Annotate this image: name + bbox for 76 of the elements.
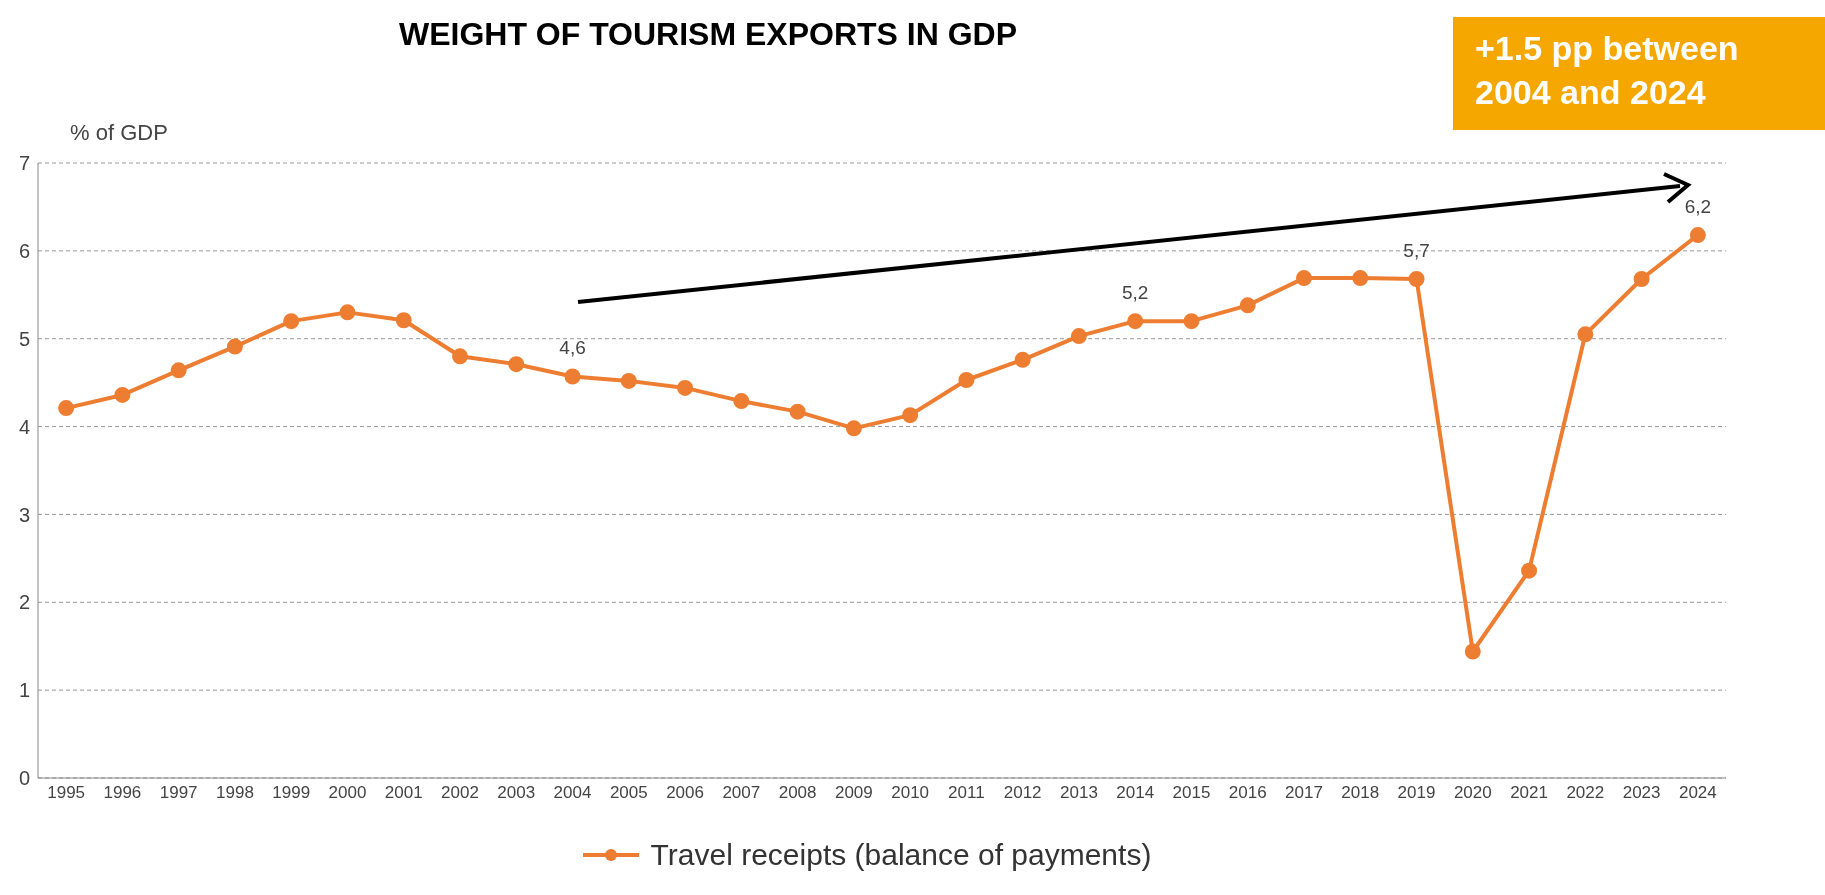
point — [1464, 643, 1481, 660]
chart-title: WEIGHT OF TOURISM EXPORTS IN GDP — [397, 16, 1019, 53]
point — [283, 313, 300, 330]
x-tick-label: 2024 — [1678, 783, 1717, 803]
data-label: 6,2 — [1684, 196, 1712, 218]
x-tick-label: 2023 — [1622, 783, 1661, 803]
x-tick-label: 1996 — [103, 783, 142, 803]
x-tick-label: 2001 — [384, 783, 423, 803]
y-axis-title: % of GDP — [70, 120, 168, 146]
x-tick-label: 2008 — [778, 783, 817, 803]
y-tick-label: 7 — [18, 152, 30, 175]
point — [508, 356, 525, 373]
x-tick-label: 2005 — [609, 783, 648, 803]
point — [170, 362, 187, 379]
legend-label: Travel receipts (balance of payments) — [650, 838, 1152, 872]
point — [733, 393, 750, 410]
point — [1070, 328, 1087, 345]
point — [1183, 313, 1200, 330]
x-tick-label: 1998 — [216, 783, 254, 803]
x-tick-label: 2007 — [722, 783, 761, 803]
x-tick-label: 2018 — [1341, 783, 1380, 803]
point — [1408, 270, 1425, 287]
point — [1633, 270, 1650, 287]
point — [1014, 351, 1031, 368]
point — [1296, 270, 1312, 287]
point — [1577, 326, 1594, 343]
point — [677, 379, 694, 396]
point — [902, 407, 919, 424]
text: +1.5 pp between 2004 and 2024 — [1453, 17, 1825, 130]
point — [452, 348, 468, 365]
data-label: 5,7 — [1403, 239, 1430, 261]
y-tick-label: 1 — [18, 679, 30, 702]
x-tick-label: 2012 — [1003, 783, 1042, 803]
data-label: 5,2 — [1121, 282, 1149, 304]
point — [226, 338, 243, 355]
y-tick-label: 5 — [18, 327, 30, 350]
x-tick-label: 2017 — [1285, 783, 1323, 803]
x-tick-label: 2019 — [1397, 783, 1436, 803]
x-tick-label: 2002 — [441, 783, 479, 803]
y-tick-label: 6 — [18, 239, 30, 262]
y-tick-label: 3 — [18, 503, 30, 526]
x-tick-label: 2004 — [553, 783, 592, 803]
x-tick-label: 2021 — [1510, 783, 1548, 803]
point — [1521, 562, 1538, 579]
point — [789, 403, 806, 420]
x-tick-label: 2000 — [328, 783, 367, 803]
x-tick-label: 2014 — [1116, 783, 1155, 803]
data-label: 4,6 — [559, 337, 586, 359]
point — [958, 372, 975, 389]
point — [1127, 313, 1144, 330]
x-tick-label: 2011 — [948, 783, 985, 803]
point — [339, 304, 356, 321]
x-tick-label: 2006 — [666, 783, 704, 803]
x-tick-label: 2013 — [1060, 783, 1098, 803]
x-tick-label: 1995 — [47, 783, 86, 803]
x-tick-label: 2016 — [1228, 783, 1267, 803]
y-tick-label: 4 — [18, 415, 30, 438]
x-tick-label: 2010 — [891, 783, 930, 803]
x-tick-label: 2015 — [1172, 783, 1211, 803]
x-tick-label: 2020 — [1453, 783, 1492, 803]
point — [395, 312, 412, 329]
point — [564, 368, 581, 385]
y-tick-label: 2 — [18, 591, 30, 614]
point — [1352, 270, 1369, 287]
x-tick-label: 1999 — [272, 783, 311, 803]
point — [1239, 297, 1256, 314]
x-tick-label: 2003 — [497, 783, 536, 803]
x-tick-label: 2009 — [834, 783, 873, 803]
x-tick-label: 1997 — [159, 783, 198, 803]
x-tick-label: 2022 — [1566, 783, 1605, 803]
y-tick-label: 0 — [18, 767, 30, 790]
point — [620, 372, 637, 389]
point — [845, 420, 862, 437]
point — [1689, 227, 1706, 244]
point — [114, 386, 131, 403]
point — [58, 400, 75, 417]
